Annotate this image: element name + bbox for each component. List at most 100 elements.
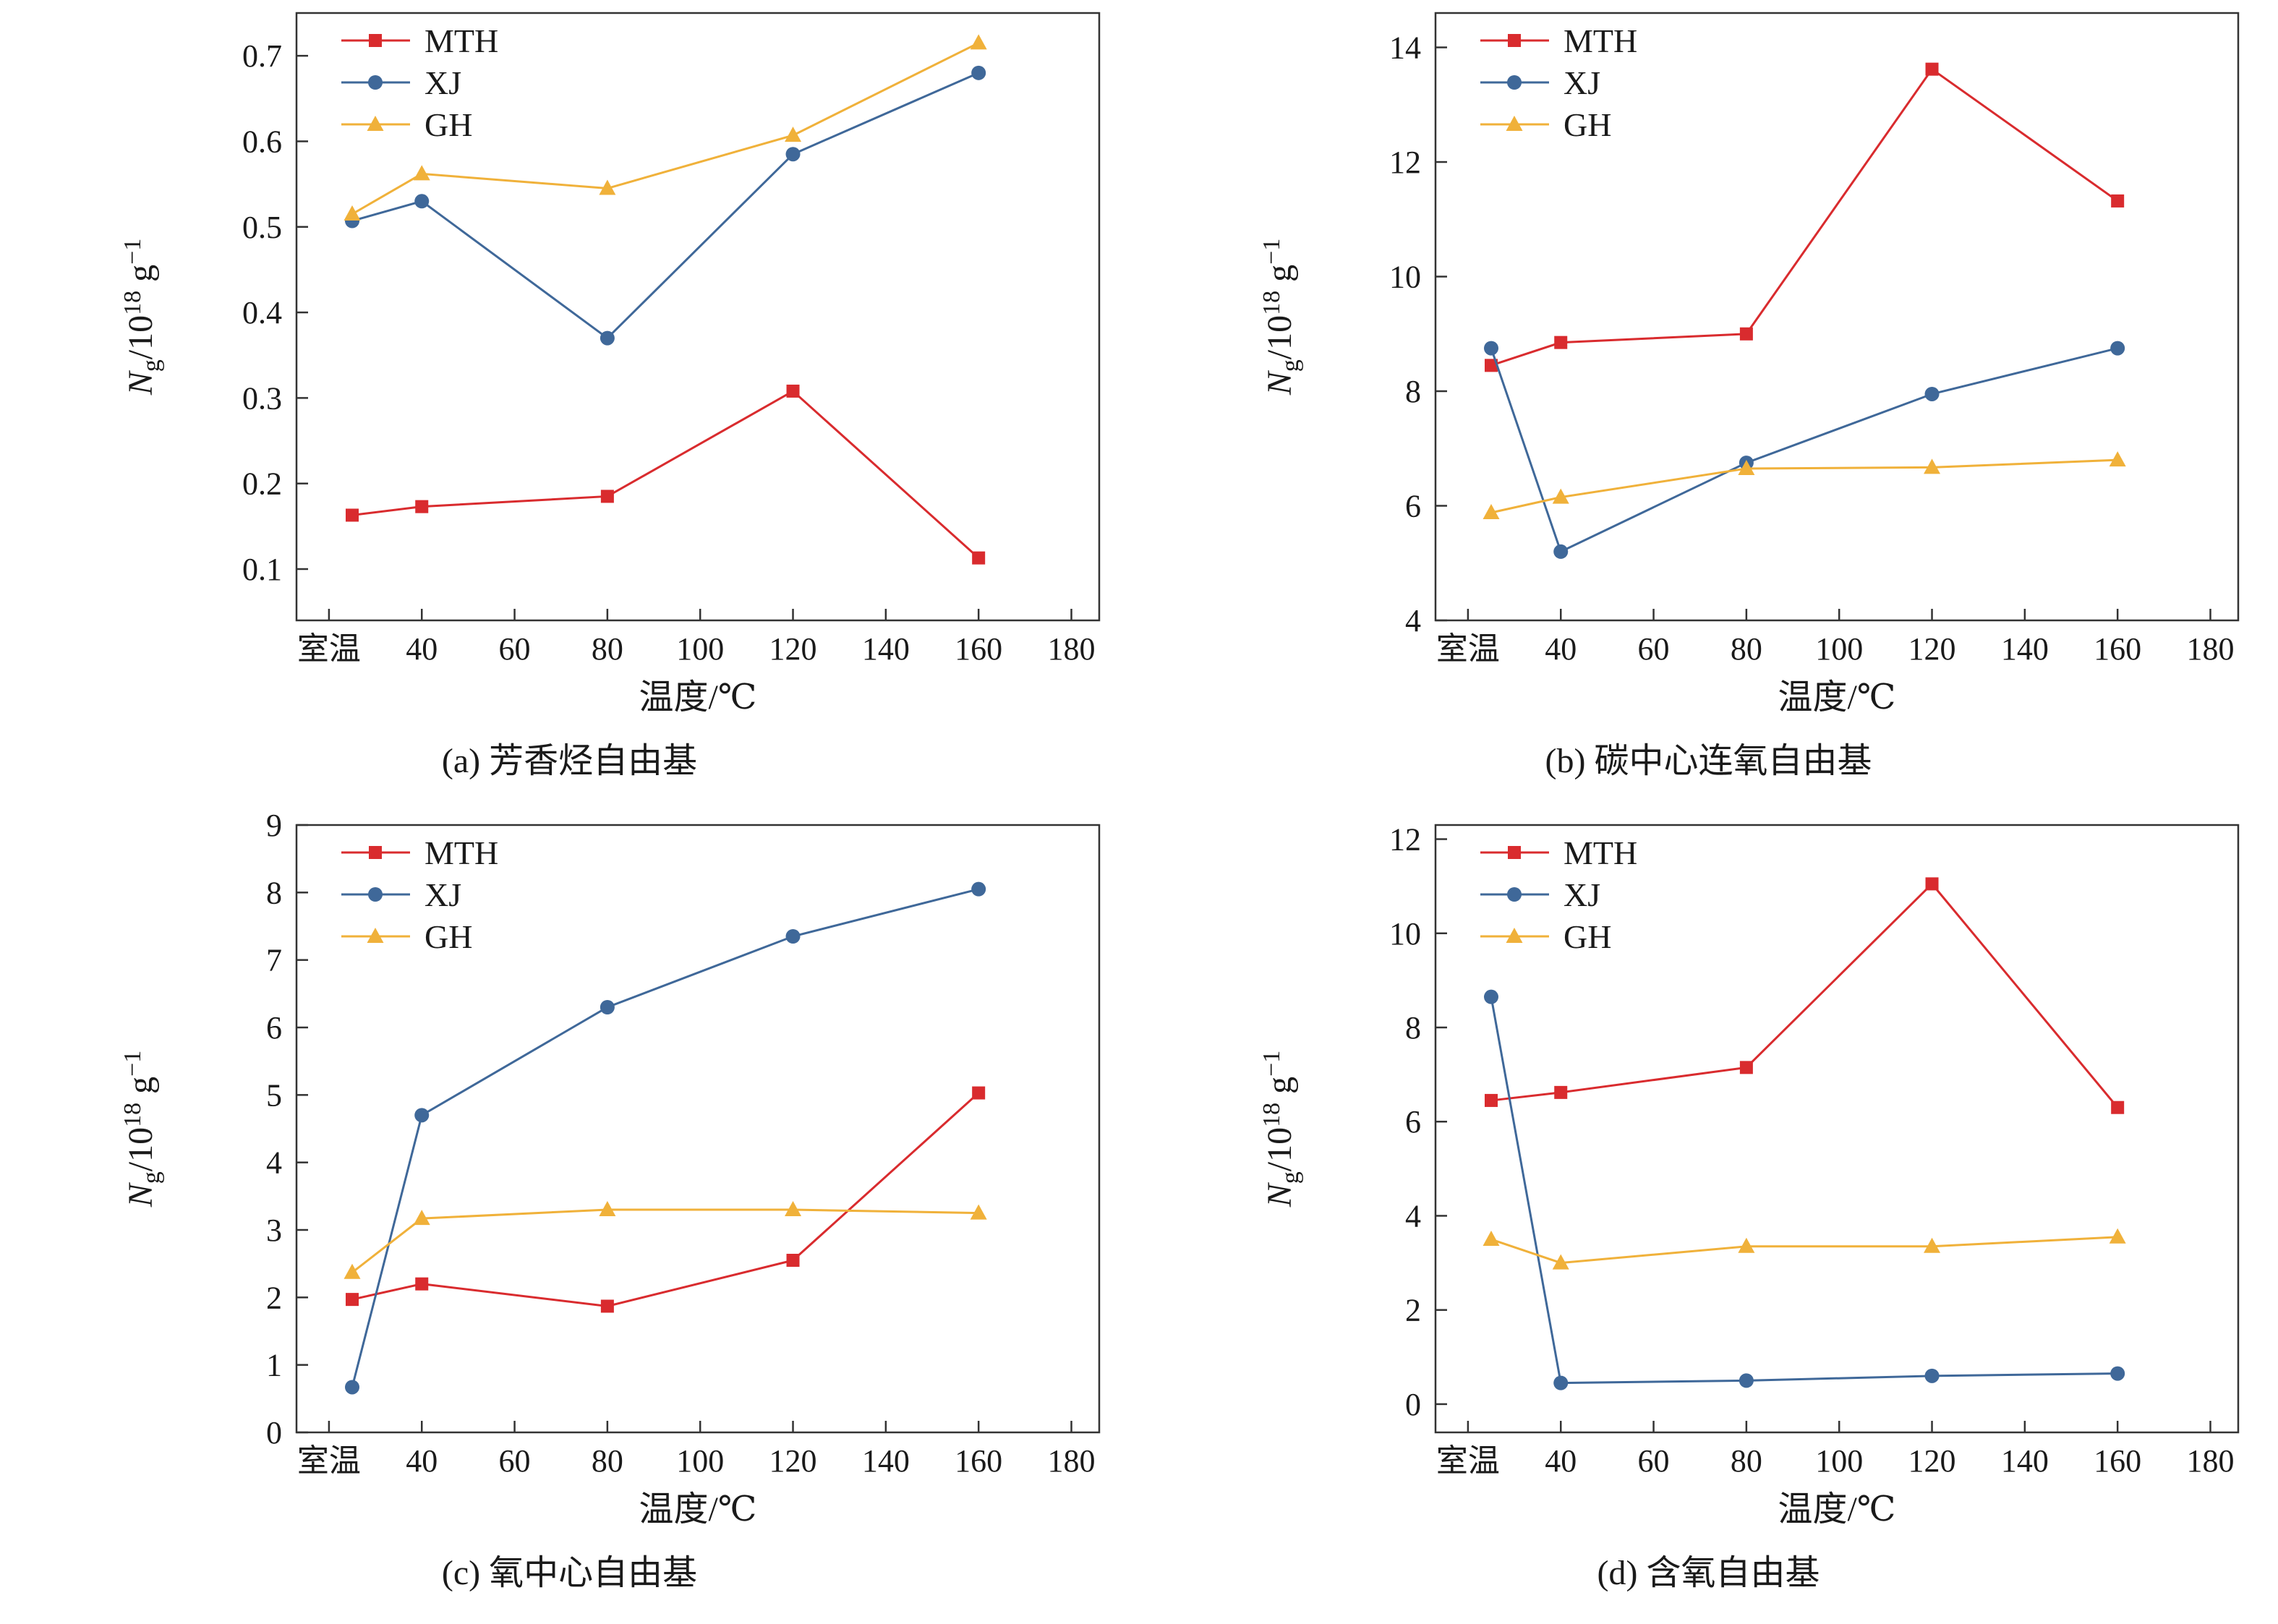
series-GH-marker: [344, 205, 361, 221]
series-GH-line: [1490, 1236, 2118, 1265]
series-XJ-line: [1490, 996, 2118, 1385]
x-tick-label: 80: [1731, 1443, 1762, 1479]
series-GH-marker: [413, 1210, 430, 1226]
legend-label: XJ: [425, 876, 461, 913]
legend-marker: [368, 75, 383, 90]
x-tick-label: 140: [862, 1443, 910, 1479]
series-MTH-marker: [345, 508, 359, 522]
chart-a-svg: 室温 40 60 80 100 120 140 160 180 0.1 0.2 0.3 0.4 0.5 0.…: [119, 12, 1101, 717]
x-tick-label: 100: [1815, 1443, 1863, 1479]
y-tick-label: 0: [1405, 1387, 1421, 1422]
legend-marker: [369, 34, 382, 47]
series-GH-marker: [599, 179, 616, 195]
series-GH-marker: [970, 1204, 987, 1220]
chart-c-svg: 室温 40 60 80 100 120 140 160 180 0 1 2 3 4 5 6 7 8 9 温度/℃ Ng/…: [119, 812, 1101, 1529]
y-tick-label: 2: [1405, 1293, 1421, 1328]
series-XJ-marker: [1924, 1368, 1940, 1383]
chart-a: 室温 40 60 80 100 120 140 160 180 0.1 0.2 0.3 0.4 0.5 0.…: [0, 0, 1139, 812]
y-tick-label: 0: [266, 1415, 282, 1450]
series-GH-marker: [785, 127, 802, 142]
series-GH-line: [1490, 458, 2118, 514]
y-tick-label: 10: [1389, 260, 1421, 295]
series-GH-marker: [785, 1201, 802, 1216]
legend-label: MTH: [1564, 834, 1637, 871]
chart-a-legend: MTH XJ GH: [341, 22, 498, 143]
y-tick-label: 4: [266, 1145, 282, 1181]
series-GH-marker: [1483, 1231, 1500, 1247]
series-XJ: [1483, 989, 2125, 1390]
series-MTH-marker: [415, 1277, 429, 1291]
chart-d-caption: (d) 含氧自由基: [1597, 1554, 1820, 1592]
series-GH-marker: [1738, 1237, 1755, 1253]
legend-marker: [1508, 34, 1521, 47]
chart-a-caption: (a) 芳香烃自由基: [441, 742, 698, 780]
y-tick-label: 0.1: [242, 552, 282, 587]
series-XJ-line: [1490, 347, 2118, 553]
legend-label: MTH: [425, 834, 498, 871]
series-XJ-marker: [414, 194, 430, 209]
chart-c-caption: (c) 氧中心自由基: [441, 1554, 698, 1592]
x-tick-label: 140: [862, 631, 910, 667]
x-tick-label: 80: [1731, 631, 1762, 667]
legend-label: XJ: [1564, 876, 1600, 913]
series-MTH-marker: [786, 1254, 800, 1267]
series-XJ-marker: [344, 1380, 359, 1395]
plot-frame: [295, 824, 1101, 1434]
x-tick-label: 60: [1638, 631, 1670, 667]
y-tick-label: 0.2: [242, 466, 282, 502]
legend-marker: [1506, 928, 1523, 943]
x-tick-label: 180: [2187, 1443, 2235, 1479]
series-MTH-line: [351, 1092, 980, 1307]
y-axis-label: Ng/1018 g−1: [1258, 239, 1304, 396]
chart-a-axes: 室温 40 60 80 100 120 140 160 180 0.1 0.2 0.3 0.4 0.5 0.…: [242, 12, 1101, 717]
series-XJ-marker: [1924, 386, 1940, 401]
x-tick-label: 100: [1815, 631, 1863, 667]
legend-label: GH: [1564, 918, 1611, 955]
x-tick-label: 100: [676, 1443, 724, 1479]
y-tick-label: 6: [1405, 1104, 1421, 1140]
series-GH: [344, 34, 987, 221]
series-GH-marker: [1924, 458, 1941, 474]
y-tick-label: 8: [266, 875, 282, 910]
x-tick-label: 40: [406, 1443, 438, 1479]
x-tick-label: 160: [2094, 631, 2141, 667]
y-tick-label: 1: [266, 1348, 282, 1383]
series-GH-marker: [970, 34, 987, 50]
y-axis-label: Ng/1018 g−1: [119, 239, 165, 396]
y-tick-label: 12: [1389, 822, 1421, 858]
y-tick-label: 6: [266, 1010, 282, 1046]
series-XJ-marker: [1739, 1373, 1754, 1388]
series-XJ-marker: [2110, 1366, 2125, 1381]
legend-label: MTH: [1564, 22, 1637, 59]
chart-c: 室温 40 60 80 100 120 140 160 180 0 1 2 3 4 5 6 7 8 9 温度/℃ Ng/…: [0, 812, 1139, 1624]
y-tick-label: 6: [1405, 489, 1421, 524]
x-axis-label: 温度/℃: [639, 1490, 756, 1529]
series-GH-marker: [2109, 1228, 2126, 1244]
y-tick-label: 8: [1405, 374, 1421, 409]
x-tick-label: 80: [592, 631, 623, 667]
x-tick-label: 180: [1048, 1443, 1096, 1479]
x-tick-label: 100: [676, 631, 724, 667]
legend-label: XJ: [1564, 64, 1600, 101]
y-tick-label: 3: [266, 1213, 282, 1248]
series-MTH: [1484, 877, 2125, 1114]
chart-b-plot: 室温 40 60 80 100 120 140 160 180 4 6 8 10 12 14 温度/℃ Ng/1…: [1139, 0, 2278, 730]
y-tick-label: 4: [1405, 603, 1421, 638]
legend-marker: [1507, 887, 1522, 902]
series-XJ-marker: [1553, 544, 1569, 559]
series-GH-marker: [1483, 504, 1500, 520]
chart-b-axes: 室温 40 60 80 100 120 140 160 180 4 6 8 10 12 14 温度/℃: [1389, 12, 2240, 717]
chart-d-plot: 室温 40 60 80 100 120 140 160 180 0 2 4 6 8 10 12 温度/℃ Ng/1…: [1139, 812, 2278, 1542]
series-GH: [1483, 1228, 2126, 1270]
x-tick-label: 180: [1048, 631, 1096, 667]
x-tick-label: 40: [1545, 631, 1577, 667]
chart-d: 室温 40 60 80 100 120 140 160 180 0 2 4 6 8 10 12 温度/℃ Ng/1…: [1139, 812, 2278, 1624]
series-XJ-marker: [1483, 989, 1498, 1004]
series-MTH-line: [1490, 882, 2119, 1108]
legend-label: GH: [425, 918, 472, 955]
x-axis-label: 温度/℃: [1778, 1490, 1895, 1529]
series-XJ-marker: [785, 147, 801, 162]
x-tick-label: 室温: [1436, 1443, 1500, 1479]
series-MTH-marker: [1484, 1093, 1498, 1107]
